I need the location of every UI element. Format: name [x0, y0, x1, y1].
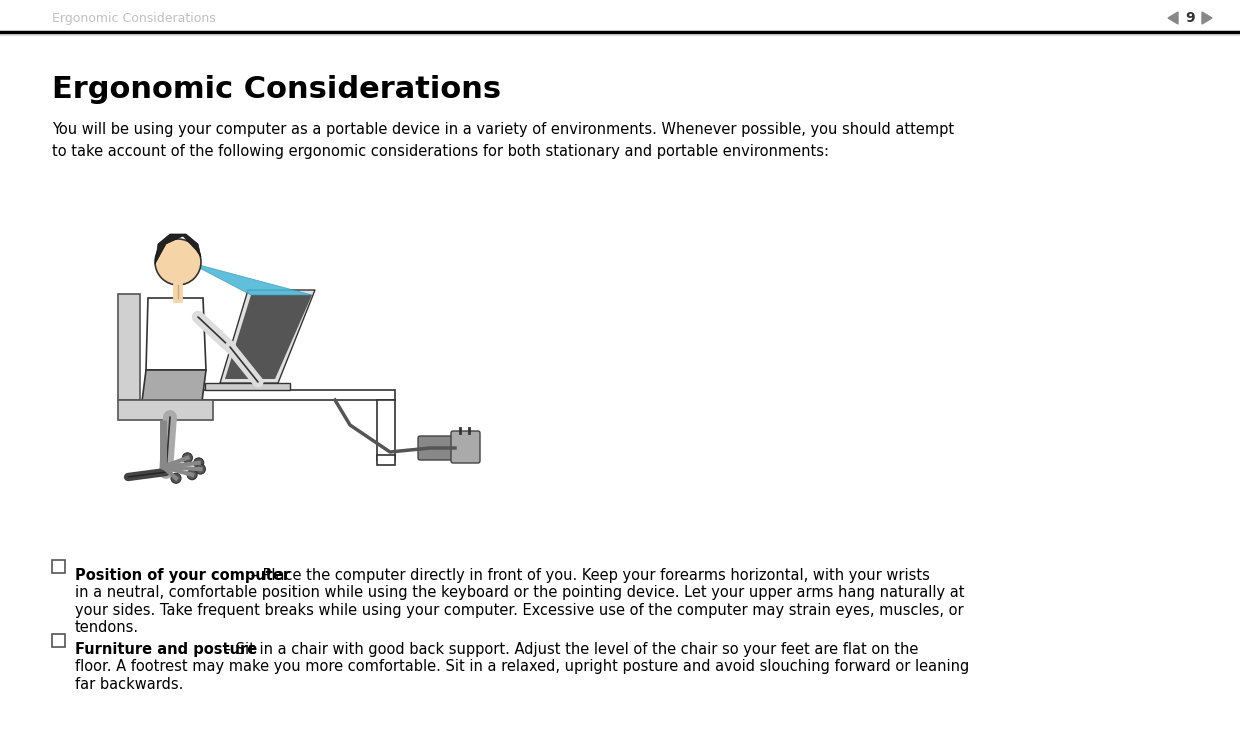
Polygon shape: [377, 400, 396, 460]
Polygon shape: [146, 298, 206, 370]
Text: tendons.: tendons.: [74, 620, 139, 636]
Polygon shape: [118, 294, 140, 400]
Text: Ergonomic Considerations: Ergonomic Considerations: [52, 75, 501, 104]
FancyBboxPatch shape: [418, 436, 454, 460]
Polygon shape: [224, 295, 312, 379]
Circle shape: [182, 453, 192, 463]
FancyBboxPatch shape: [451, 431, 480, 463]
Circle shape: [187, 469, 197, 480]
Text: You will be using your computer as a portable device in a variety of environment: You will be using your computer as a por…: [52, 122, 954, 159]
Polygon shape: [155, 234, 201, 264]
Text: – Sit in a chair with good back support. Adjust the level of the chair so your f: – Sit in a chair with good back support.…: [218, 642, 919, 657]
Text: 9: 9: [1185, 11, 1195, 25]
Text: – Place the computer directly in front of you. Keep your forearms horizontal, wi: – Place the computer directly in front o…: [247, 568, 930, 583]
Polygon shape: [160, 390, 396, 400]
Polygon shape: [1168, 12, 1178, 24]
Polygon shape: [377, 455, 396, 465]
Polygon shape: [140, 370, 206, 417]
Polygon shape: [205, 383, 290, 390]
FancyBboxPatch shape: [52, 634, 64, 647]
Polygon shape: [219, 290, 315, 383]
Text: in a neutral, comfortable position while using the keyboard or the pointing devi: in a neutral, comfortable position while…: [74, 585, 965, 601]
Text: Furniture and posture: Furniture and posture: [74, 642, 257, 657]
Polygon shape: [118, 400, 213, 420]
Text: your sides. Take frequent breaks while using your computer. Excessive use of the: your sides. Take frequent breaks while u…: [74, 603, 963, 618]
Text: Ergonomic Considerations: Ergonomic Considerations: [52, 12, 216, 25]
Polygon shape: [188, 262, 312, 295]
Text: Position of your computer: Position of your computer: [74, 568, 290, 583]
FancyBboxPatch shape: [52, 560, 64, 573]
Circle shape: [155, 239, 201, 285]
Polygon shape: [1202, 12, 1211, 24]
Circle shape: [193, 458, 203, 468]
Circle shape: [196, 464, 206, 474]
Text: far backwards.: far backwards.: [74, 677, 184, 692]
Circle shape: [171, 473, 181, 483]
Text: floor. A footrest may make you more comfortable. Sit in a relaxed, upright postu: floor. A footrest may make you more comf…: [74, 660, 970, 674]
